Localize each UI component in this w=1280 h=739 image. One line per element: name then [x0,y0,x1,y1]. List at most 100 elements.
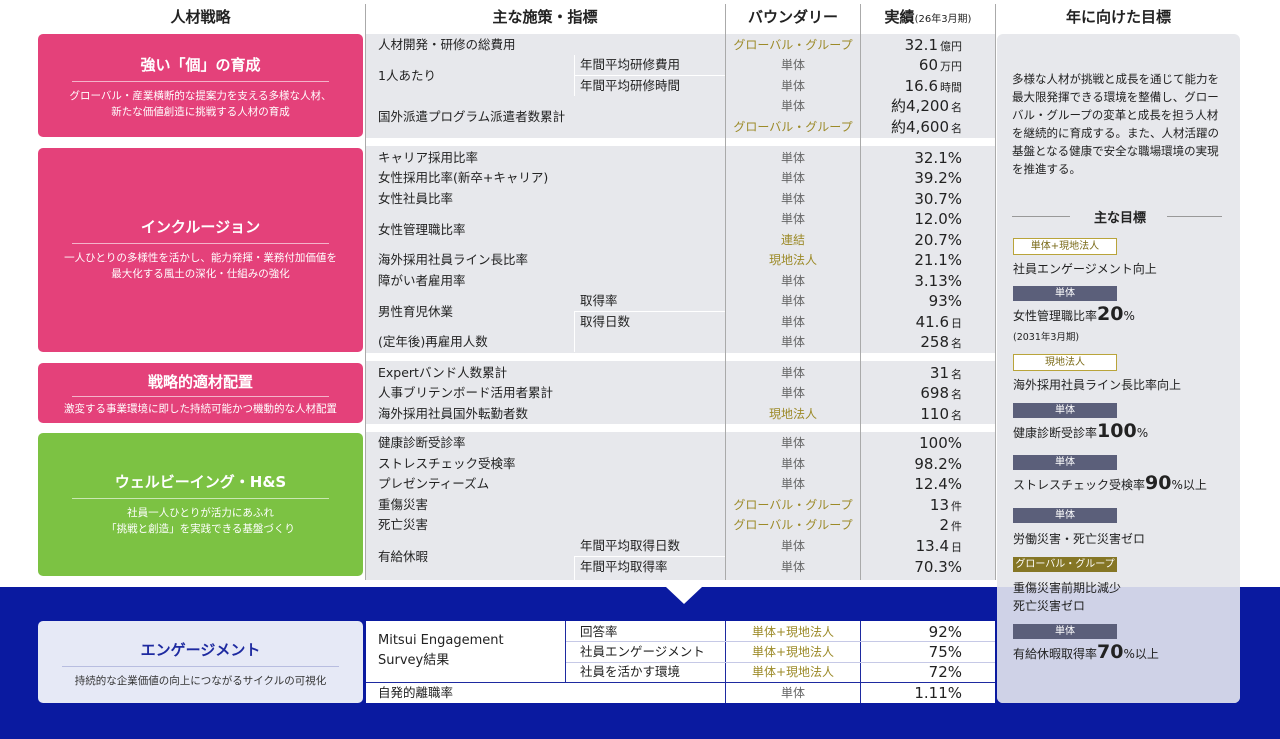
indicator-sub-label: 年間平均取得率 [580,559,668,574]
result-value: 98.2% [862,454,962,474]
group-gap [366,353,995,361]
strategy-block-engagement: エンゲージメント 持続的な企業価値の向上につながるサイクルの可視化 [38,621,363,703]
header-results-label: 実績 [884,8,915,26]
result-unit: 名 [951,388,962,401]
engagement-metric: 回答率 [580,624,618,639]
group-gap [366,138,995,146]
strategy-block-inclusion: インクルージョン 一人ひとりの多様性を活かし、能力発揮・業務付加価値を 最大化す… [38,148,363,352]
strategy-desc: 社員一人ひとりが活力にあふれ 「挑戦と創造」を実践できる基盤づくり [106,507,295,535]
result-value: 41.6 日 [862,312,962,332]
result-value: 70.3% [862,557,962,577]
down-arrow-icon [666,587,702,604]
goal-note: (2031年3月期) [1013,332,1080,343]
boundary-cell: 単体 [780,686,805,700]
goal-text: 重傷災害前期比減少 [1013,579,1121,597]
result-value: 30.7% [862,189,962,209]
strategy-block-individual: 強い「個」の育成 グローバル・産業横断的な提案力を支える多様な人材、 新たな価値… [38,34,363,137]
row-divider [566,662,995,663]
result-value: 39.2% [862,168,962,188]
targets-panel: 多様な人材が挑戦と成長を通じて能力を最大限発揮できる環境を整備し、グローバル・グ… [997,34,1240,703]
result-value: 21.1% [862,250,962,270]
result-value: 92% [928,623,962,641]
goal-label: 労働災害・死亡災害ゼロ [1013,532,1146,546]
indicator-label: 死亡災害 [378,517,429,533]
indicator-label: 女性管理職比率 [378,221,466,237]
result-number: 698 [920,384,949,402]
result-number: 93% [928,292,962,310]
goal-boundary-tag: 単体 [1013,508,1117,523]
result-unit: 万円 [940,60,962,73]
goal-label: 海外採用社員ライン長比率向上 [1013,378,1182,392]
result-number: 約4,600 [891,118,949,136]
boundary-cell: 単体 [780,79,805,93]
engagement-metric: 社員エンゲージメント [580,644,705,659]
result-number: 12.4% [914,475,962,493]
boundary-cell: 単体 [780,477,805,491]
goal-boundary-tag: 単体+現地法人 [1013,238,1117,255]
boundary-cell: 単体 [780,539,805,553]
boundary-cell: 単体 [780,386,805,400]
indicator-label: (定年後)再雇用人数 [378,334,488,350]
result-value: 32.1% [862,148,962,168]
boundary-cell: 単体 [780,366,805,380]
row-divider [575,311,725,312]
boundary-cell: 現地法人 [768,407,817,421]
strategy-desc: 一人ひとりの多様性を活かし、能力発揮・業務付加価値を 最大化する風土の深化・仕組… [64,252,337,280]
boundary-cell: 単体 [780,335,805,349]
column-divider [725,4,726,580]
result-unit: 件 [951,520,962,533]
result-number: 98.2% [914,455,962,473]
indicator-label: 障がい者雇用率 [378,273,466,289]
strategy-title: インクルージョン [140,218,261,236]
goal-unit: %以上 [1171,478,1207,492]
column-divider [365,4,366,580]
goal-text-2: 死亡災害ゼロ [1013,599,1086,613]
boundary-cell: グローバル・グループ [733,38,853,52]
indicator-label: プレゼンティーズム [378,476,490,492]
result-value: 16.6 時間 [862,76,962,96]
indicator-sub-label: 年間平均研修時間 [580,78,681,93]
goal-unit: %以上 [1123,647,1159,661]
result-unit: 名 [951,409,962,422]
row-divider [366,682,995,683]
goal-boundary-tag: 単体 [1013,403,1117,418]
result-value: 100% [862,433,962,453]
result-number: 32.1 [904,36,938,54]
column-divider [574,556,575,597]
goal-unit: % [1123,309,1135,323]
result-unit: 名 [951,101,962,114]
result-value: 1.11% [914,684,962,702]
boundary-cell: 単体+現地法人 [751,645,835,659]
indicator-label: ストレスチェック受検率 [378,456,516,472]
boundary-cell: 単体 [780,151,805,165]
indicator-sub-label: 取得率 [580,293,618,308]
engagement-metric: 社員を活かす環境 [580,664,681,679]
turnover-label: 自発的離職率 [378,685,454,700]
result-value: 13 件 [862,495,962,515]
divider [1012,216,1070,217]
column-divider [565,621,566,682]
strategy-desc: 激変する事業環境に即した持続可能かつ機動的な人材配置 [64,403,337,415]
indicator-label: 国外派遣プログラム派遣者数累計 [378,108,566,124]
indicator-sub-label: 年間平均取得日数 [580,538,681,553]
column-divider [995,4,996,580]
boundary-cell: 単体 [780,99,805,113]
indicator-label: 男性育児休業 [378,303,454,319]
row-divider [575,556,725,557]
result-number: 100% [919,434,962,452]
strategy-block-placement: 戦略的適材配置 激変する事業環境に即した持続可能かつ機動的な人材配置 [38,363,363,423]
boundary-cell: グローバル・グループ [733,518,853,532]
survey-label: Mitsui Engagement Survey結果 [378,633,504,668]
result-value: 258 名 [862,332,962,352]
indicator-label: 有給休暇 [378,548,429,564]
goals-heading: 主な目標 [1093,211,1146,226]
goal-label: ストレスチェック受検率 [1013,478,1146,492]
goal-text: 労働災害・死亡災害ゼロ [1013,530,1145,548]
goal-text: 健康診断受診率100% [1013,422,1148,442]
header-strategy: 人材戦略 [170,8,231,26]
boundary-cell: 単体 [780,436,805,450]
boundary-cell: 単体 [780,212,805,226]
indicator-label: 人材開発・研修の総費用 [378,37,516,53]
column-divider [574,311,575,352]
